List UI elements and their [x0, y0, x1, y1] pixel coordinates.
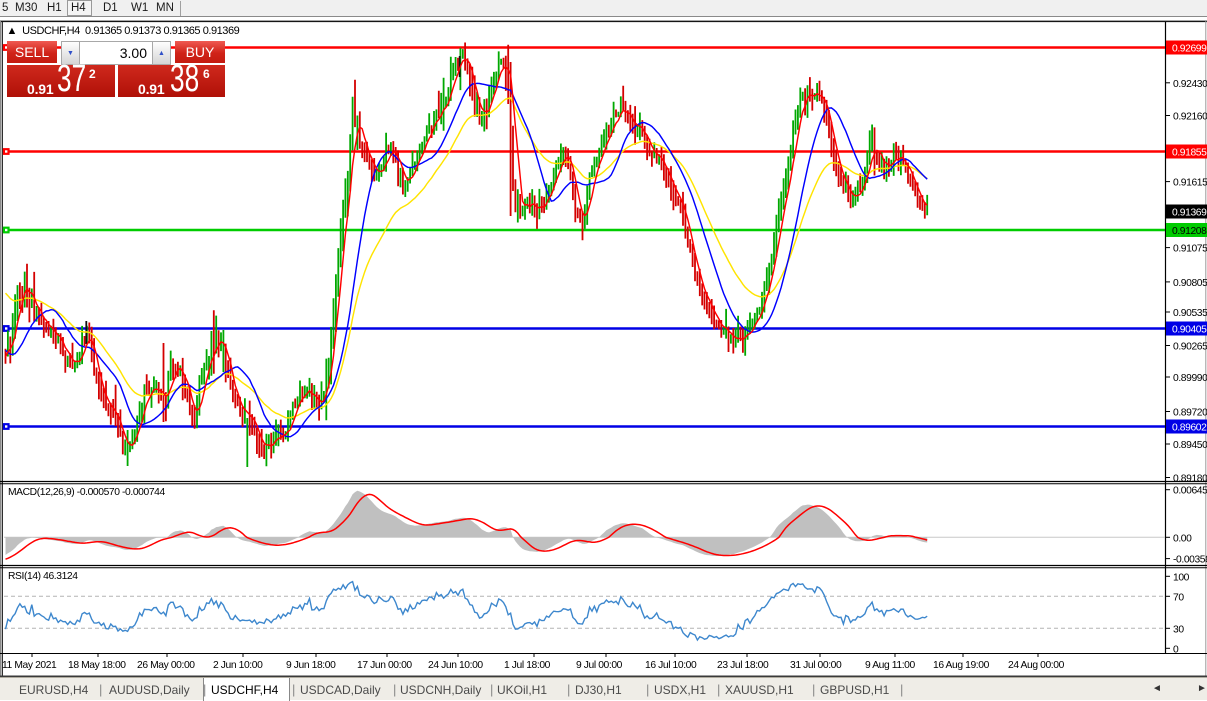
svg-text:-0.003589: -0.003589 — [1173, 555, 1207, 566]
svg-text:0.91615: 0.91615 — [1173, 178, 1207, 189]
svg-text:0.91369: 0.91369 — [1172, 208, 1207, 219]
svg-text:11 May 2021: 11 May 2021 — [2, 660, 57, 671]
svg-text:0.90405: 0.90405 — [1172, 325, 1207, 336]
svg-text:0.90805: 0.90805 — [1173, 278, 1207, 289]
svg-text:0.91855: 0.91855 — [1172, 148, 1207, 159]
svg-text:0: 0 — [1173, 644, 1179, 655]
svg-text:17 Jun 00:00: 17 Jun 00:00 — [357, 660, 412, 671]
svg-text:0.90265: 0.90265 — [1173, 342, 1207, 353]
svg-text:24 Jun 10:00: 24 Jun 10:00 — [428, 660, 483, 671]
svg-text:0.91075: 0.91075 — [1173, 244, 1207, 255]
svg-text:2 Jun 10:00: 2 Jun 10:00 — [213, 660, 263, 671]
svg-text:23 Jul 18:00: 23 Jul 18:00 — [717, 660, 769, 671]
svg-text:0.92430: 0.92430 — [1173, 79, 1207, 90]
svg-text:0.89990: 0.89990 — [1173, 373, 1207, 384]
svg-text:0.00: 0.00 — [1173, 533, 1192, 544]
svg-text:RSI(14) 46.3124: RSI(14) 46.3124 — [8, 571, 78, 582]
svg-text:31 Jul 00:00: 31 Jul 00:00 — [790, 660, 842, 671]
svg-text:1 Jul 18:00: 1 Jul 18:00 — [504, 660, 551, 671]
svg-text:0.89602: 0.89602 — [1172, 423, 1207, 434]
svg-text:70: 70 — [1173, 592, 1184, 603]
svg-text:9 Jul 00:00: 9 Jul 00:00 — [576, 660, 623, 671]
svg-text:100: 100 — [1173, 572, 1190, 583]
svg-text:0.89180: 0.89180 — [1173, 474, 1207, 485]
svg-text:0.006455: 0.006455 — [1173, 486, 1207, 497]
svg-text:0.89720: 0.89720 — [1173, 408, 1207, 419]
svg-text:16 Aug 19:00: 16 Aug 19:00 — [933, 660, 990, 671]
svg-text:24 Aug 00:00: 24 Aug 00:00 — [1008, 660, 1065, 671]
svg-text:9 Jun 18:00: 9 Jun 18:00 — [286, 660, 336, 671]
svg-text:26 May 00:00: 26 May 00:00 — [137, 660, 195, 671]
svg-text:0.91208: 0.91208 — [1172, 226, 1207, 237]
svg-text:18 May 18:00: 18 May 18:00 — [68, 660, 126, 671]
svg-text:16 Jul 10:00: 16 Jul 10:00 — [645, 660, 697, 671]
svg-text:0.92699: 0.92699 — [1172, 44, 1207, 55]
svg-text:0.90535: 0.90535 — [1173, 308, 1207, 319]
svg-text:0.89450: 0.89450 — [1173, 440, 1207, 451]
svg-text:MACD(12,26,9) -0.000570 -0.000: MACD(12,26,9) -0.000570 -0.000744 — [8, 487, 165, 498]
svg-text:0.92160: 0.92160 — [1173, 112, 1207, 123]
svg-text:9 Aug 11:00: 9 Aug 11:00 — [865, 660, 915, 671]
svg-text:30: 30 — [1173, 624, 1184, 635]
